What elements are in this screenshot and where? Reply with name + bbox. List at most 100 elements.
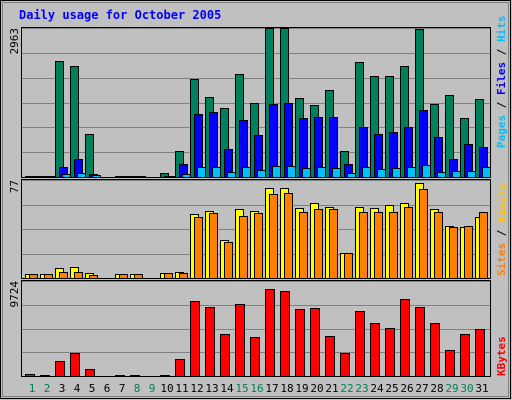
pages-bar [302,168,311,178]
pages-bar [317,167,326,178]
pages-bar [482,167,491,178]
sites-bar [119,274,128,279]
kbytes-bar [355,311,365,377]
x-tick-label: 12 [190,382,203,395]
kbytes-bar [40,375,50,377]
pages-bar [212,167,221,178]
pages-bar [362,167,371,178]
kbytes-bar [415,307,425,377]
kbytes-bar [70,353,80,377]
kbytes-bars [25,289,485,377]
x-tick-label: 21 [325,382,338,395]
sites-bar [224,242,233,279]
x-tick-label: 2 [44,382,51,395]
kbytes-bar [175,359,185,377]
legend-visits: Visits [495,183,508,223]
x-tick-label: 29 [445,382,458,395]
sites-bar [59,272,68,279]
x-tick-label: 24 [370,382,384,395]
sites-bar [344,253,353,279]
sites-bar [239,216,248,279]
sites-bar [464,226,473,279]
sites-bar [89,275,98,279]
pages-bar [137,176,146,178]
x-tick-label: 10 [160,382,173,395]
x-tick-label: 9 [149,382,156,395]
grid-lines [22,28,490,353]
pages-bar [422,165,431,178]
x-tick-label: 17 [265,382,278,395]
x-tick-label: 16 [250,382,263,395]
pages-bar [347,173,356,178]
kbytes-bar [250,337,260,377]
kbytes-bar [445,350,455,377]
x-tick-label: 23 [355,382,368,395]
kbytes-bar [280,291,290,377]
pages-bar [167,176,176,178]
pages-bar [377,169,386,178]
kbytes-bar [25,374,35,377]
x-tick-label: 11 [175,382,188,395]
pages-bar [77,173,86,178]
kbytes-bar [190,301,200,377]
kbytes-bar [265,289,275,377]
inner-border [2,2,509,397]
sites-bar [389,212,398,279]
pages-bar [92,175,101,178]
pages-bar [197,167,206,178]
sites-bar [179,273,188,279]
sites-bar [449,227,458,279]
kbytes-bar [55,361,65,377]
x-tick-label: 15 [235,382,248,395]
kbytes-bar [460,334,470,377]
hits-files-pages-bars [25,28,491,178]
x-tick-label: 27 [415,382,428,395]
x-tick-label: 13 [205,382,218,395]
sites-bar [479,212,488,279]
x-tick-label: 25 [385,382,398,395]
chart-title: Daily usage for October 2005 [19,8,221,22]
pages-bar [272,166,281,178]
kbytes-bar [430,323,440,377]
kbytes-bar [310,308,320,377]
legend-pages-files-hits: Pages / Files / Hits [495,16,508,149]
sites-bar [434,212,443,279]
sites-bar [164,273,173,279]
x-tick-label: 6 [104,382,111,395]
x-tick-label: 18 [280,382,293,395]
pages-bar [227,172,236,178]
kbytes-bar [235,304,245,377]
sites-bar [209,213,218,279]
pages-bar [407,167,416,178]
pages-bar [437,172,446,178]
x-tick-label: 20 [310,382,323,395]
x-tick-label: 5 [89,382,96,395]
sites-bar [134,274,143,279]
hits-max-label: 2963 [8,28,21,55]
x-tick-label: 26 [400,382,413,395]
kbytes-bar [325,336,335,377]
files-bar [434,137,443,178]
hits-bar [55,61,64,178]
pages-bar [47,176,56,178]
pages-bar [452,171,461,178]
sites-bar [314,209,323,279]
x-tick-label: 4 [74,382,81,395]
sites-bar [254,213,263,279]
pages-bar [257,170,266,178]
sites-bar [29,274,38,279]
hits-bar [85,134,94,178]
pages-bar [62,174,71,178]
kbytes-bar [220,334,230,377]
sites-bar [44,274,53,279]
x-tick-label: 30 [460,382,473,395]
visits-max-label: 77 [8,180,21,193]
pages-bar [332,168,341,178]
kbytes-bar [130,375,140,377]
x-tick-label: 8 [134,382,141,395]
pages-bar [242,167,251,178]
x-tick-label: 28 [430,382,443,395]
sites-bar [194,217,203,279]
